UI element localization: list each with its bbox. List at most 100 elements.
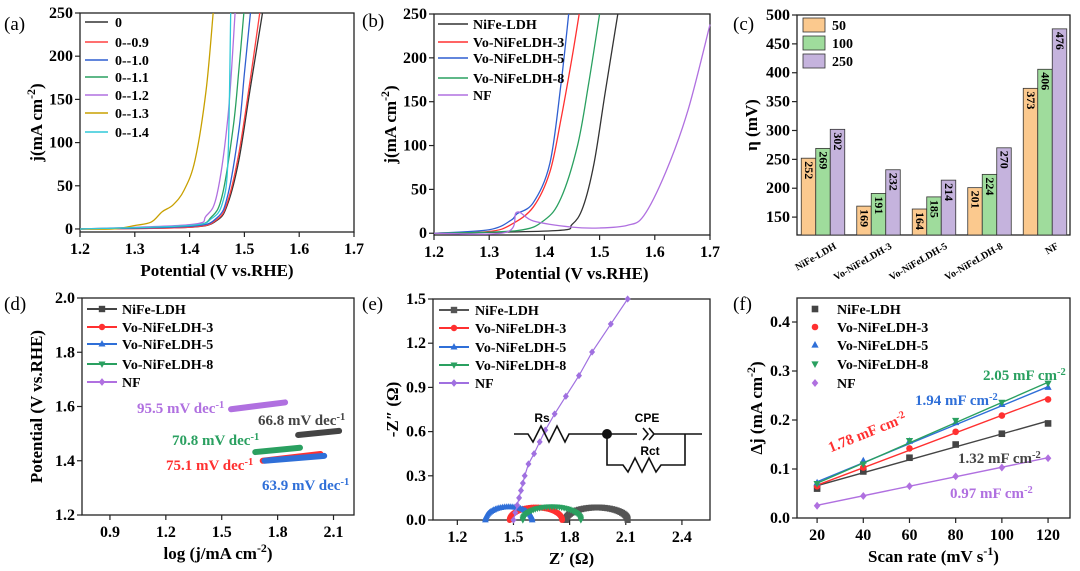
- data-point: [905, 437, 914, 445]
- y-tick-label: 1.4: [55, 453, 75, 470]
- legend-item: NiFe-LDH: [87, 303, 186, 318]
- y-tick-label: 450: [766, 36, 790, 53]
- y-tick-label: 50: [57, 178, 73, 195]
- y-tick-label: 0.2: [770, 412, 790, 429]
- bar-value-label: 373: [1024, 91, 1038, 109]
- y-tick-label: 0.3: [406, 468, 426, 485]
- series-line: [433, 13, 601, 234]
- legend-label: NF: [837, 377, 856, 392]
- legend-item: NF: [438, 89, 492, 104]
- data-point: [589, 348, 596, 356]
- y-tick-label: 0.4: [770, 314, 790, 331]
- legend-label: 0--1.1: [115, 71, 149, 86]
- category-label: NiFe-LDH: [794, 241, 839, 273]
- y-tick-label: 400: [766, 65, 790, 82]
- legend-label: NF: [122, 376, 141, 391]
- legend-label: 0--1.4: [115, 126, 149, 141]
- legend-item: NF: [439, 377, 494, 392]
- bar: [829, 128, 846, 236]
- data-point: [624, 295, 631, 303]
- legend-label: Vo-NiFeLDH-5: [837, 339, 928, 354]
- slope-text: 75.1 mV dec: [166, 458, 245, 474]
- bar: [885, 169, 901, 236]
- legend-item: Vo-NiFeLDH-3: [811, 321, 928, 336]
- y-tick-label: 350: [766, 94, 790, 111]
- series-line: [79, 12, 245, 230]
- x-tick-label: 1.7: [700, 244, 720, 261]
- data-point: [514, 501, 521, 509]
- series-line: [433, 13, 570, 234]
- legend-item: 0--0.9: [85, 36, 149, 51]
- bar-value-label: 214: [942, 183, 956, 201]
- legend-swatch: [802, 35, 826, 51]
- slope-text: 63.9 mV dec: [262, 478, 341, 494]
- x-tick-label: 40: [855, 527, 871, 544]
- x-tick-label: 1.2: [70, 241, 90, 258]
- legend-item: Vo-NiFeLDH-3: [438, 36, 564, 51]
- category-label: Vo-NiFeLDH-5: [888, 241, 950, 283]
- x-axis-title-part: Scan rate (mV s: [868, 547, 984, 566]
- circuit-label-cpe: CPE: [635, 411, 660, 425]
- legend-label: NiFe-LDH: [837, 303, 901, 318]
- data-point: [813, 501, 821, 510]
- bar: [940, 179, 957, 236]
- data-point: [575, 372, 582, 380]
- legend-label: Vo-NiFeLDH-8: [122, 358, 213, 373]
- y-axis-title-superscript: -2: [744, 367, 758, 377]
- capacitance-superscript: -2: [1032, 450, 1041, 461]
- legend-label: Vo-NiFeLDH-3: [475, 322, 566, 337]
- data-point: [521, 472, 528, 480]
- y-tick-label: 300: [766, 122, 790, 139]
- legend-label: Vo-NiFeLDH-8: [473, 72, 564, 87]
- panel-label: (a): [4, 14, 25, 35]
- capacitance-superscript: -2: [1057, 367, 1066, 378]
- x-axis-title-part: Potential (V vs.RHE): [495, 264, 648, 283]
- panel-f: 0.0 0.1 0.2 0.3 0.4 20 40 60 80 100 120 Scan rate (…: [733, 294, 1071, 566]
- x-tick-label: 80: [948, 527, 964, 544]
- y-axis-title: Δj (mA cm-2): [744, 361, 766, 454]
- x-axis-title-part: ): [267, 544, 273, 563]
- legend-marker: [450, 343, 458, 350]
- legend-label: 0--1.0: [115, 54, 149, 69]
- capacitance-annotation: 1.32 mF cm-2: [958, 450, 1041, 468]
- y-axis-title-part: j(mA cm: [27, 99, 46, 163]
- legend-item: 0--1.4: [85, 126, 149, 141]
- legend-label: Vo-NiFeLDH-8: [475, 359, 566, 374]
- capacitance-text: 2.05 mF cm: [983, 368, 1058, 384]
- legend-label: 0--1.3: [115, 107, 149, 122]
- capacitance-text: 1.78 mF cm: [826, 413, 901, 456]
- y-tick-label: 200: [403, 50, 427, 67]
- y-tick-label: 0: [65, 221, 73, 238]
- data-point: [1044, 420, 1052, 427]
- x-axis-title-part: ): [993, 547, 999, 566]
- x-tick-label: 0.9: [100, 524, 120, 541]
- y-axis-title-part: ): [747, 361, 766, 367]
- category-label: Vo-NiFeLDH-3: [832, 241, 894, 283]
- legend-label: Vo-NiFeLDH-5: [122, 338, 213, 353]
- slope-superscript: -1: [244, 457, 253, 468]
- bar-value-label: 169: [857, 209, 871, 227]
- fit-line: [816, 457, 1049, 506]
- slope-text: 66.8 mV dec: [258, 413, 337, 429]
- legend-item: 0--1.2: [85, 89, 149, 104]
- panel-a: 0 50 100 150 200 250 1.2 1.3 1.4 1.5 1.6 1.7 Potenti…: [4, 5, 364, 280]
- data-point: [512, 509, 519, 517]
- legend-label: NiFe-LDH: [122, 303, 186, 318]
- legend-marker: [98, 361, 106, 368]
- bar: [1037, 68, 1053, 236]
- bar-value-label: 232: [886, 173, 900, 191]
- legend-label: Vo-NiFeLDH-3: [122, 321, 213, 336]
- y-axis-title-superscript: -2: [24, 89, 38, 99]
- x-axis-title-part: Z′ (Ω): [549, 549, 594, 568]
- y-tick-label: 1.6: [55, 399, 75, 416]
- bar-value-label: 164: [913, 212, 927, 230]
- legend-swatch: [802, 53, 826, 69]
- legend-marker: [98, 323, 106, 331]
- capacitance-text: 1.32 mF cm: [958, 451, 1033, 467]
- x-tick-label: 1.5: [234, 241, 254, 258]
- y-tick-label: 0.0: [770, 510, 790, 527]
- y-tick-label: 0.0: [406, 512, 426, 529]
- x-tick-label: 1.4: [534, 244, 554, 261]
- data-point: [1044, 454, 1052, 463]
- legend-label: Vo-NiFeLDH-5: [475, 341, 566, 356]
